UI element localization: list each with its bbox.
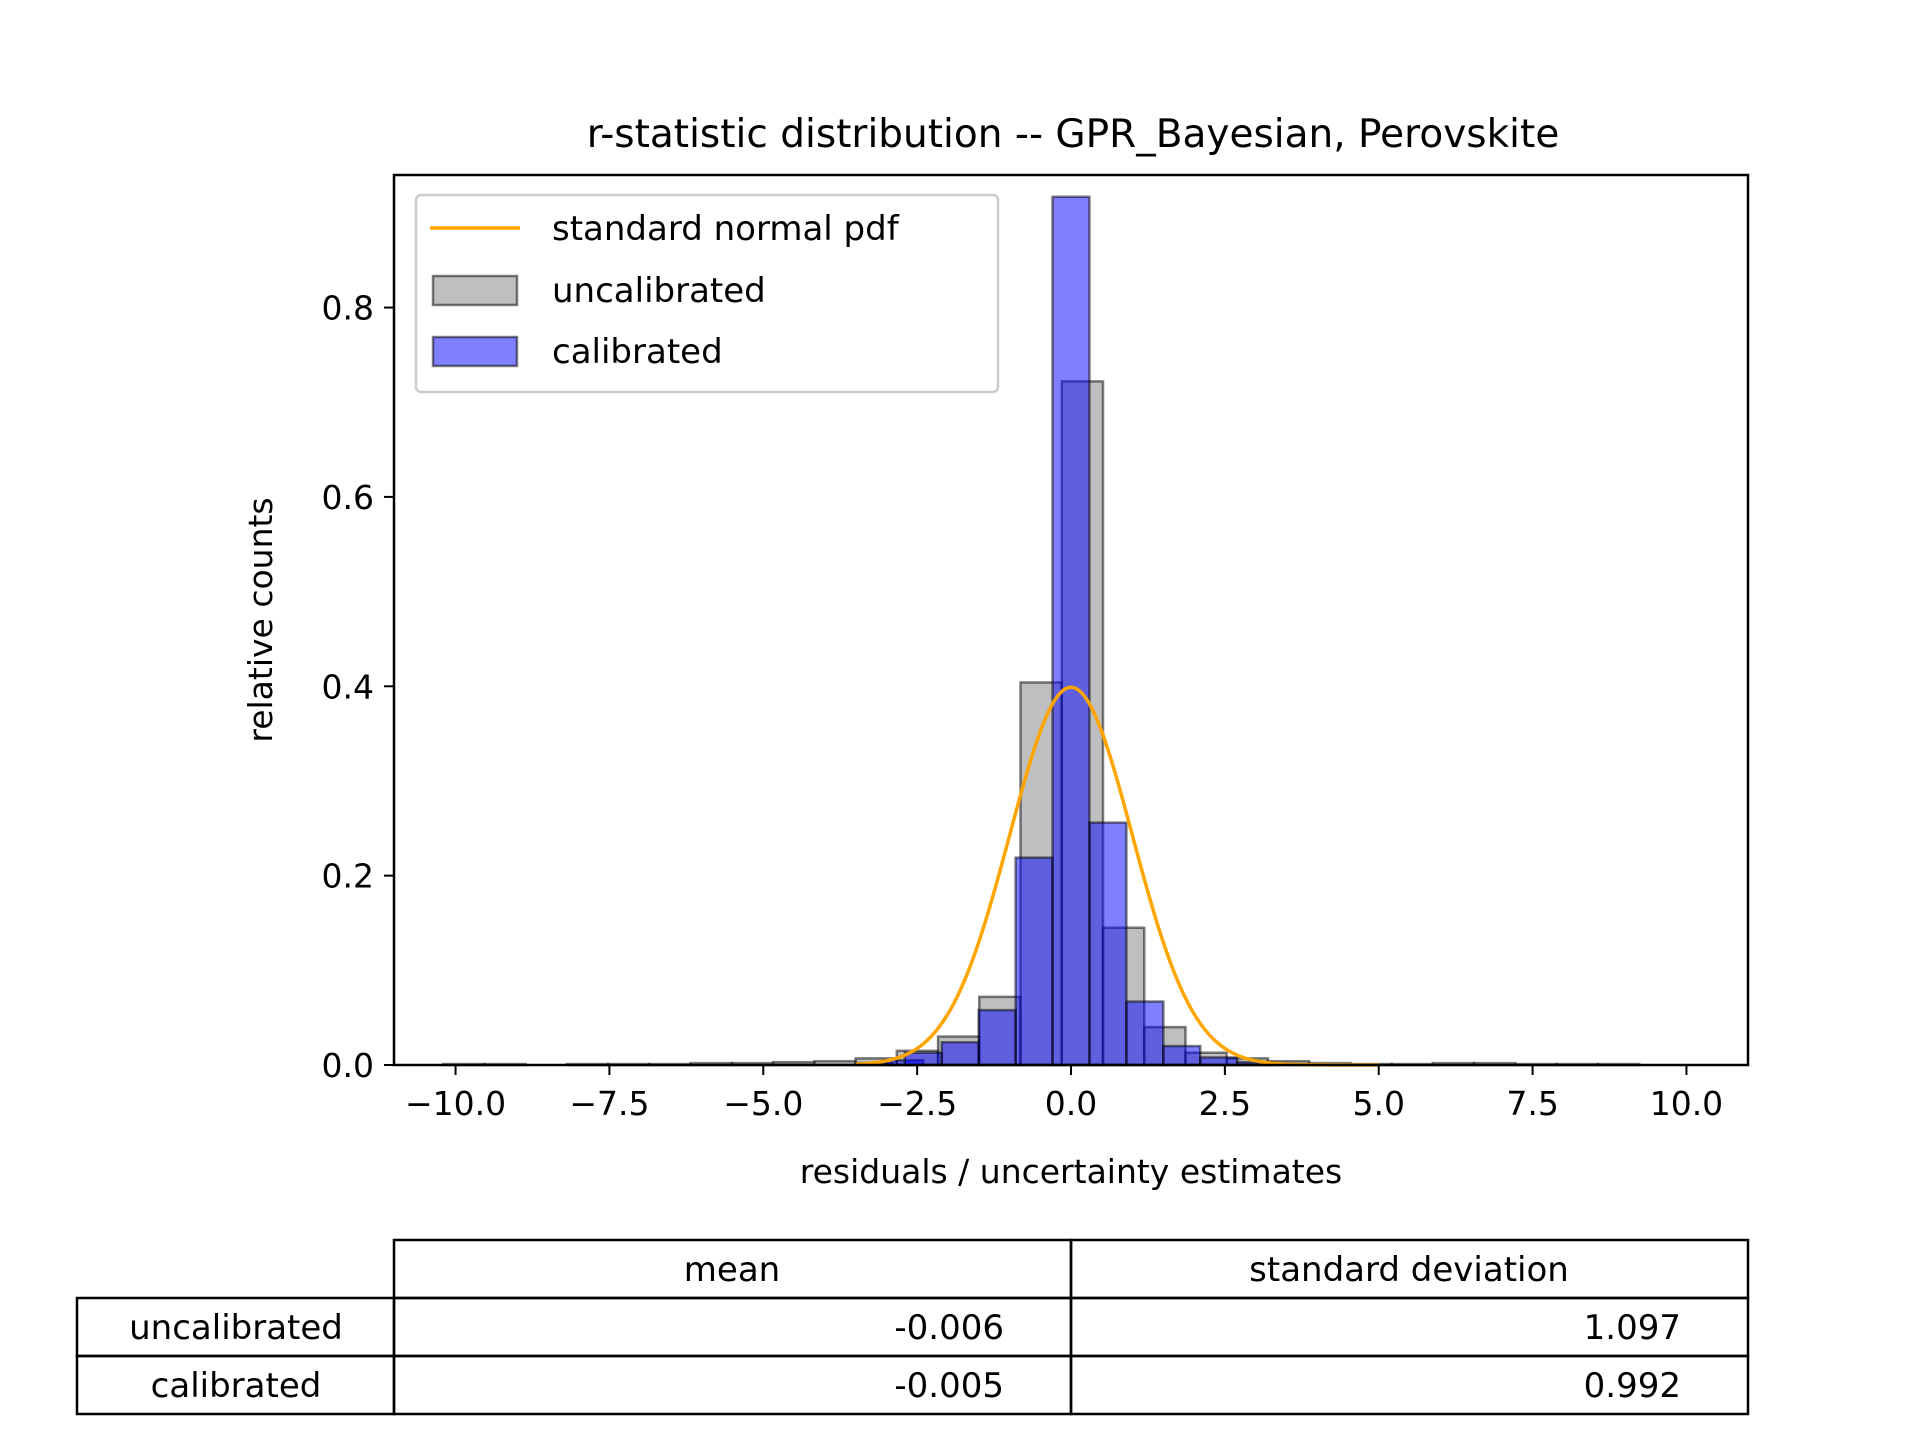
- y-tick-label: 0.4: [322, 667, 374, 706]
- calibrated-bar: [940, 1041, 980, 1067]
- y-tick-label: 0.8: [322, 289, 374, 328]
- calibrated-bar: [977, 1008, 1017, 1067]
- calibrated-bar: [1162, 1044, 1202, 1067]
- x-tick-label: −10.0: [405, 1084, 506, 1123]
- y-axis-label: relative counts: [241, 497, 280, 742]
- x-tick-label: −2.5: [877, 1084, 957, 1123]
- calibrated-bar: [903, 1051, 944, 1067]
- legend-label-pdf: standard normal pdf: [552, 209, 900, 249]
- x-tick-label: −7.5: [569, 1084, 649, 1123]
- legend-label-calibrated: calibrated: [552, 332, 723, 372]
- y-axis-ticks: 0.0 0.2 0.4 0.6 0.8: [322, 289, 394, 1085]
- x-tick-label: 10.0: [1650, 1084, 1723, 1123]
- y-tick-label: 0.0: [322, 1046, 374, 1085]
- x-tick-label: −5.0: [723, 1084, 803, 1123]
- x-tick-label: 7.5: [1506, 1084, 1558, 1123]
- x-tick-label: 0.0: [1045, 1084, 1097, 1123]
- y-tick-label: 0.2: [322, 857, 374, 896]
- x-axis-ticks: −10.0 −7.5 −5.0 −2.5 0.0 2.5 5.0 7.5 10.0: [405, 1065, 1723, 1123]
- x-tick-label: 2.5: [1199, 1084, 1251, 1123]
- y-tick-label: 0.6: [322, 478, 374, 517]
- legend-calibrated-swatch: [431, 335, 519, 368]
- x-axis-label: residuals / uncertainty estimates: [800, 1152, 1343, 1191]
- calibrated-bar: [1051, 195, 1091, 1067]
- calibrated-bar: [1125, 1000, 1165, 1067]
- plot-area: [441, 195, 1641, 1067]
- chart-title: r-statistic distribution -- GPR_Bayesian…: [587, 112, 1560, 157]
- x-tick-label: 5.0: [1352, 1084, 1404, 1123]
- legend-frame: [414, 193, 1000, 394]
- legend-uncalibrated-swatch: [431, 274, 519, 307]
- legend-label-uncalibrated: uncalibrated: [552, 271, 766, 311]
- legend: standard normal pdf uncalibrated calibra…: [414, 193, 1000, 394]
- calibrated-bar: [1088, 821, 1128, 1067]
- calibrated-bar: [1014, 856, 1054, 1067]
